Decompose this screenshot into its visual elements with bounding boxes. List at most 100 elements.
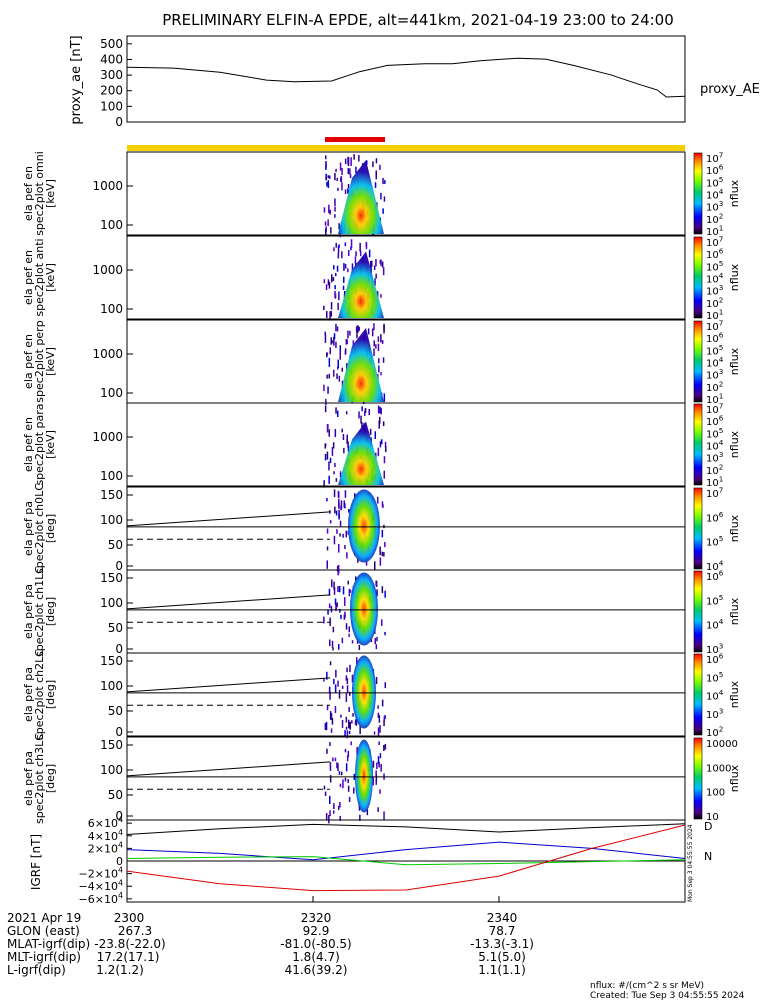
spectrogram-noise-stroke	[380, 334, 382, 343]
colorbar-tick-label: 103	[706, 283, 723, 298]
spectrogram-noise-stroke	[356, 657, 358, 665]
spectrogram-noise-stroke	[329, 311, 331, 319]
spectrogram-noise-stroke	[348, 796, 351, 802]
spectrogram-noise-stroke	[325, 161, 327, 166]
spectrogram-noise-stroke	[325, 284, 328, 290]
energy-flux-burst	[338, 421, 384, 485]
panel-ytick-label: 150	[100, 488, 123, 502]
spectrogram-noise-stroke	[336, 326, 339, 332]
spectrogram-noise-stroke	[351, 674, 354, 683]
spectrogram-noise-stroke	[323, 384, 325, 392]
spectrogram-noise-stroke	[328, 475, 330, 484]
panel-frame	[126, 569, 686, 654]
panel-ytick-label: 100	[100, 469, 123, 483]
spectrogram-noise-stroke	[328, 588, 331, 596]
spectrogram-noise-stroke	[355, 251, 357, 257]
spectrogram-noise-stroke	[379, 725, 381, 733]
spectrogram-noise-stroke	[325, 155, 327, 160]
spectrogram-noise-stroke	[351, 640, 354, 644]
spectrogram-noise-stroke	[326, 671, 328, 680]
spectrogram-noise-stroke	[357, 327, 359, 332]
spectrogram-noise-stroke	[349, 168, 351, 175]
panel-ylabel: [keV]	[44, 430, 57, 459]
spectrogram-noise-stroke	[349, 721, 351, 730]
spectrogram-noise-stroke	[338, 544, 340, 553]
panel-ylabel: spec2plot ch0LC	[33, 483, 46, 574]
spectrogram-noise-stroke	[328, 357, 331, 367]
spectrogram-noise-stroke	[352, 713, 354, 717]
spectrogram-noise-stroke	[379, 789, 381, 794]
spectrogram-noise-stroke	[355, 326, 358, 333]
igrf-ytick-label: 4×104	[88, 828, 123, 843]
colorbar-tick-label: 105	[706, 175, 723, 190]
colorbar-tick-label: 104	[706, 355, 724, 370]
colorbar-tick-label: 103	[706, 450, 723, 465]
igrf-ytick-label: 6×104	[88, 815, 123, 830]
proxy-ae-ytick-label: 0	[115, 115, 123, 129]
spectrogram-noise-stroke	[336, 177, 338, 181]
spectrogram-noise-stroke	[380, 407, 382, 415]
spectrogram-noise-stroke	[334, 757, 337, 762]
spectrogram-noise-stroke	[323, 616, 325, 624]
spectrogram-noise-stroke	[327, 175, 329, 179]
spectrogram-noise-stroke	[380, 192, 382, 200]
spectrogram-noise-stroke	[344, 158, 347, 165]
spectrogram-noise-stroke	[383, 456, 386, 464]
eph-v2-1: 92.9	[303, 924, 330, 938]
spectrogram-noise-stroke	[348, 633, 350, 637]
spectrogram-noise-stroke	[337, 564, 340, 574]
spectrogram-noise-stroke	[333, 535, 336, 545]
spectrogram-noise-stroke	[374, 278, 376, 286]
spectrogram-noise-stroke	[336, 565, 339, 572]
panel-ytick-label: 50	[108, 704, 123, 718]
spectrogram-noise-stroke	[331, 640, 334, 648]
spectrogram-noise-stroke	[337, 586, 339, 592]
spectrogram-noise-stroke	[358, 411, 360, 419]
spectrogram-noise-stroke	[378, 741, 380, 746]
igrf-legend-n: N	[704, 850, 712, 863]
spectrogram-noise-stroke	[346, 434, 348, 443]
spectrogram-noise-stroke	[338, 689, 341, 699]
spectrogram-noise-stroke	[383, 393, 386, 402]
igrf-total-line	[126, 823, 686, 835]
spectrogram-noise-stroke	[384, 631, 386, 636]
spectrogram-noise-stroke	[384, 441, 387, 448]
spectrogram-noise-stroke	[325, 177, 327, 181]
spectrogram-noise-stroke	[332, 277, 335, 281]
spectrogram-noise-stroke	[338, 513, 340, 520]
colorbar-tick-label: 102	[706, 295, 723, 310]
spectrogram-noise-stroke	[339, 815, 341, 821]
spectrogram-noise-stroke	[329, 209, 331, 215]
spectrogram-noise-stroke	[341, 771, 343, 776]
spectrogram-noise-stroke	[341, 685, 344, 689]
spectrogram-noise-stroke	[377, 712, 380, 718]
colorbar-tick-label: 104	[706, 187, 724, 202]
spectrogram-noise-stroke	[332, 442, 335, 449]
colorbar-tick-label: 107	[706, 319, 723, 334]
spectrogram-noise-stroke	[344, 490, 347, 498]
energy-flux-burst	[338, 160, 384, 234]
spectrogram-noise-stroke	[359, 726, 361, 735]
spectrogram-noise-stroke	[339, 608, 341, 613]
spectrogram-noise-stroke	[355, 576, 357, 581]
spectrogram-noise-stroke	[374, 561, 376, 570]
eph-v1-4: 1.2(1.2)	[96, 963, 144, 977]
spectrogram-noise-stroke	[353, 154, 355, 160]
pitch-angle-flux-burst	[352, 655, 376, 729]
colorbar-label: nflux	[728, 179, 741, 207]
panel-ylabel: spec2plot ch2LC	[33, 649, 46, 740]
colorbar-tick-label: 103	[706, 367, 723, 382]
spectrogram-noise-stroke	[371, 328, 374, 337]
spectrogram-noise-stroke	[346, 755, 349, 762]
spectrogram-noise-stroke	[377, 727, 380, 737]
igrf-lines	[126, 823, 686, 892]
spectrogram-noise-stroke	[328, 204, 330, 214]
spectrogram-noise-stroke	[345, 693, 348, 702]
timestamp-stamp: Mon Sep 3 04:55:55 2024	[687, 824, 694, 902]
spectrogram-noise-stroke	[341, 182, 343, 191]
loss-cone-line	[126, 511, 331, 527]
spectrogram-noise-stroke	[358, 155, 360, 162]
